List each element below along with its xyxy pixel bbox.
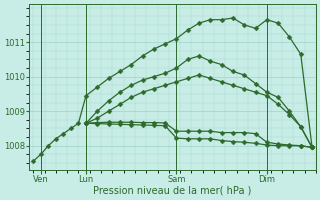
X-axis label: Pression niveau de la mer( hPa ): Pression niveau de la mer( hPa )	[93, 186, 252, 196]
